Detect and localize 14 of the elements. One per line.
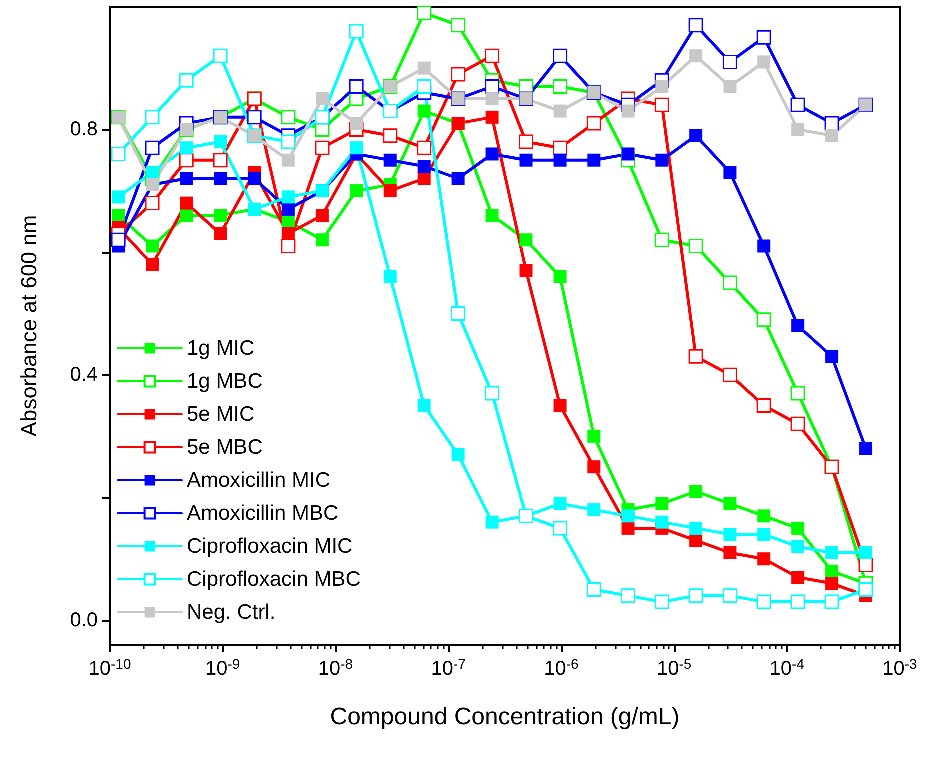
y-tick-label: 0.4 [70, 364, 98, 386]
legend-label: 1g MBC [187, 370, 263, 393]
legend-label: 5e MIC [187, 403, 255, 426]
legend-label: 1g MIC [187, 337, 255, 360]
y-tick-label: 0.0 [70, 609, 98, 632]
y-axis-title: Absorbance at 600 nm [16, 215, 42, 437]
legend-label: Amoxicillin MIC [187, 469, 331, 492]
legend-label: Ciprofloxacin MIC [187, 535, 353, 558]
x-axis-title: Compound Concentration (g/mL) [330, 704, 680, 730]
y-tick-label: 0.8 [70, 118, 98, 141]
legend-label: Ciprofloxacin MBC [187, 568, 361, 591]
legend-label: Amoxicillin MBC [187, 502, 339, 525]
legend-label: Neg. Ctrl. [187, 601, 276, 624]
legend-label: 5e MBC [187, 436, 263, 459]
